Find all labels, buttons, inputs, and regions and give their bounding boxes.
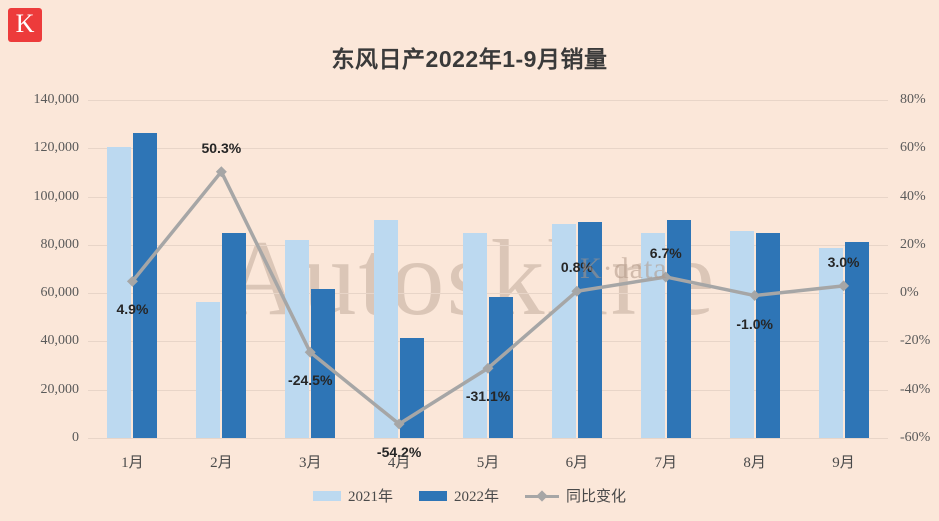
gridline	[88, 100, 888, 101]
legend-line-marker-icon	[525, 490, 559, 502]
trend-line-marker[interactable]	[660, 271, 672, 283]
plot-area: 0 20,000 40,000 60,000 80,000 100,000 120,000 1…	[34, 92, 931, 471]
data-label: -54.2%	[376, 443, 422, 460]
y-axis-right-tick: -40%	[900, 381, 931, 397]
bar-2022[interactable]	[222, 233, 247, 438]
legend-item[interactable]: 2021年	[312, 485, 393, 506]
bar-2022[interactable]	[755, 233, 780, 438]
x-axis-tick: 2月	[210, 455, 233, 471]
legend-swatch-2022-icon	[418, 490, 447, 501]
trend-line-marker[interactable]	[571, 285, 583, 297]
y-axis-left-tick: 140,000	[33, 92, 80, 107]
legend-item[interactable]: 同比变化	[525, 485, 626, 506]
gridline	[88, 244, 888, 246]
data-label: 50.3%	[201, 139, 242, 156]
y-axis-right-tick: 20%	[900, 236, 926, 252]
data-label: 4.9%	[116, 301, 149, 318]
x-axis-tick: 6月	[565, 455, 589, 471]
y-axis-left-tick: 100,000	[33, 188, 80, 204]
y-axis-right-tick: -60%	[900, 430, 931, 445]
gridline	[88, 341, 888, 343]
x-axis-tick: 8月	[743, 455, 766, 471]
bar-2021[interactable]	[196, 301, 221, 438]
y-axis-left-tick: 80,000	[40, 236, 80, 252]
gridline	[88, 389, 888, 391]
gridline	[88, 438, 888, 439]
bar-2022[interactable]	[133, 132, 158, 438]
bar-2021[interactable]	[729, 230, 754, 438]
x-axis-tick: 5月	[476, 455, 500, 471]
bar-2021[interactable]	[818, 248, 843, 438]
bar-2021[interactable]	[551, 223, 576, 438]
trend-line	[126, 166, 850, 430]
logo-k-icon: K	[15, 9, 35, 38]
x-axis-tick: 9月	[832, 455, 855, 471]
data-label: -1.0%	[736, 315, 773, 332]
brand-logo: K	[8, 8, 42, 42]
gridline	[88, 293, 888, 295]
data-label: -24.5%	[288, 372, 333, 389]
bar-2021[interactable]	[107, 147, 132, 438]
x-axis-tick: 1月	[121, 455, 144, 471]
trend-line-marker[interactable]	[304, 346, 316, 358]
trend-line-marker[interactable]	[749, 290, 761, 302]
trend-line-marker[interactable]	[482, 362, 494, 374]
gridline	[88, 196, 888, 198]
y-axis-right-tick: 80%	[900, 92, 926, 107]
trend-line-marker[interactable]	[838, 280, 850, 292]
data-label: -31.1%	[465, 388, 511, 405]
legend-item-label: 2021年	[347, 489, 393, 505]
y-axis-left-tick: 40,000	[40, 333, 80, 349]
data-label: 0.8%	[560, 259, 593, 276]
bar-2021[interactable]	[463, 233, 487, 438]
y-axis-left-tick: 20,000	[40, 381, 80, 397]
legend-item-label: 同比变化	[566, 489, 627, 505]
x-axis-tick: 3月	[298, 455, 322, 471]
y-axis-left-tick: 0	[72, 430, 79, 445]
bar-2022[interactable]	[666, 219, 691, 438]
legend-swatch-2021-icon	[312, 490, 341, 501]
trend-line-path	[131, 169, 844, 426]
y-axis-left-tick: 60,000	[40, 285, 80, 301]
y-axis-left-tick: 120,000	[33, 140, 80, 156]
x-axis-tick: 7月	[654, 455, 678, 471]
trend-line-marker[interactable]	[126, 275, 138, 287]
trend-line-marker[interactable]	[393, 418, 405, 430]
y-axis-right-tick: 60%	[900, 140, 926, 156]
chart-title: 东风日产2022年1-9月销量	[331, 46, 608, 72]
legend-item-label: 2022年	[453, 489, 499, 505]
chart-legend: 2021年 2022年 同比变化	[0, 485, 939, 506]
x-axis-tick: 4月	[387, 455, 411, 471]
bar-2021[interactable]	[640, 233, 665, 438]
legend-item[interactable]: 2022年	[418, 485, 499, 506]
bar-2022[interactable]	[844, 242, 869, 438]
data-label: 6.7%	[649, 244, 682, 261]
y-axis-right-tick: 0%	[900, 285, 919, 301]
bar-2021[interactable]	[374, 220, 399, 438]
bar-2022[interactable]	[489, 297, 513, 438]
bar-2022[interactable]	[577, 221, 602, 438]
y-axis-right-tick: -20%	[900, 333, 931, 349]
trend-line-marker[interactable]	[215, 166, 227, 178]
data-label: 3.0%	[827, 253, 860, 270]
y-axis-right-tick: 40%	[900, 188, 926, 204]
gridline	[88, 148, 888, 150]
